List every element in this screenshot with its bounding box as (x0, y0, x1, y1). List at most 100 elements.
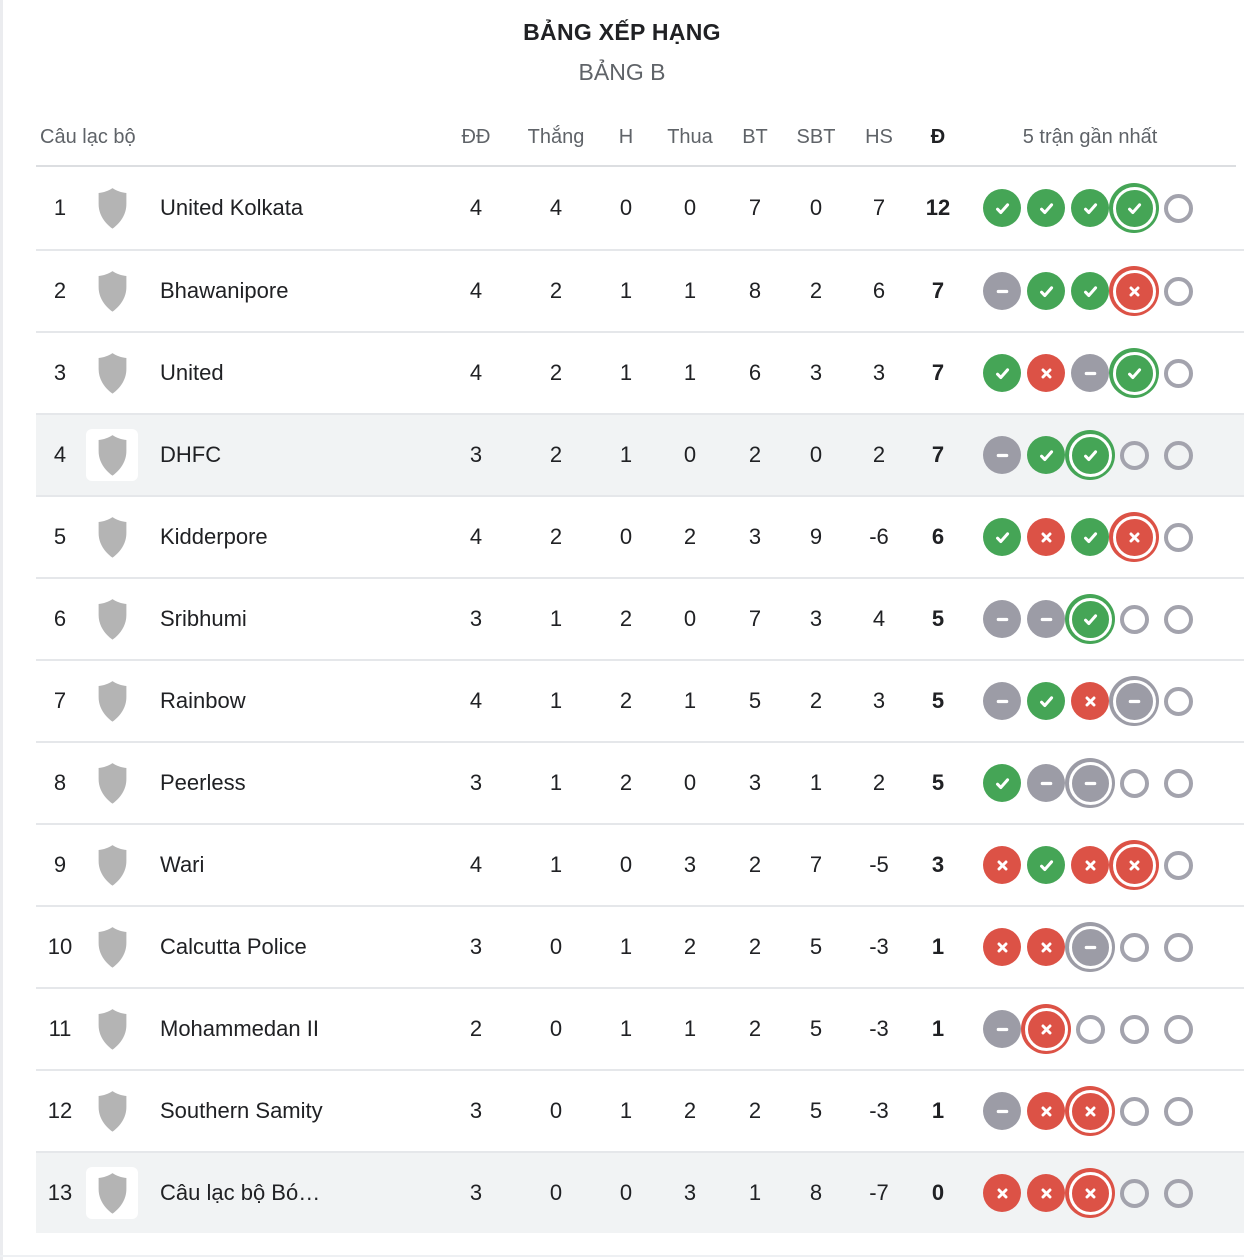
stat-lost: 2 (683, 524, 697, 549)
club-crest (86, 265, 138, 317)
draw-icon (1109, 676, 1159, 726)
table-row[interactable]: 2 Bhawanipore 4 2 1 1 8 2 6 7 (36, 249, 1244, 331)
empty-circle-icon (1163, 522, 1193, 552)
club-name[interactable]: Kidderpore (160, 524, 268, 549)
stat-goals-for: 2 (748, 442, 762, 467)
empty-circle-icon (1163, 768, 1193, 798)
stat-lost: 1 (683, 688, 697, 713)
loss-icon (1109, 840, 1159, 890)
stat-won: 1 (549, 770, 563, 795)
loss-icon (1109, 512, 1159, 562)
stat-points: 5 (931, 606, 945, 631)
loss-icon (1027, 1092, 1065, 1130)
shield-icon (98, 352, 126, 394)
draw-icon (983, 1010, 1021, 1048)
club-name[interactable]: Mohammedan II (160, 1016, 319, 1041)
stat-won: 0 (549, 1098, 563, 1123)
stat-lost: 2 (683, 934, 697, 959)
club-crest (86, 429, 138, 481)
table-header-row: Câu lạc bộ ĐĐ Thắng H Thua BT SBT HS Đ 5… (36, 86, 1236, 167)
stat-played: 3 (469, 1180, 483, 1205)
table-row[interactable]: 11 Mohammedan II 2 0 1 1 2 5 -3 1 (36, 987, 1244, 1069)
column-header-form: 5 trận gần nhất (1022, 126, 1158, 148)
stat-goal-diff: -5 (869, 852, 889, 877)
club-name[interactable]: Southern Samity (160, 1098, 323, 1123)
table-row[interactable]: 10 Calcutta Police 3 0 1 2 2 5 -3 1 (36, 905, 1244, 987)
empty-circle-icon (1119, 1096, 1149, 1126)
loss-icon (1065, 1086, 1115, 1136)
stat-points: 6 (931, 524, 945, 549)
club-name[interactable]: Peerless (160, 770, 246, 795)
table-row[interactable]: 4 DHFC 3 2 1 0 2 0 2 7 (36, 413, 1244, 495)
stat-played: 3 (469, 606, 483, 631)
club-name[interactable]: Bhawanipore (160, 278, 289, 303)
column-header-points: Đ (930, 126, 946, 148)
stat-played: 4 (469, 278, 483, 303)
form-icons (980, 512, 1200, 562)
shield-icon (98, 680, 126, 722)
group-subtitle: BẢNG B (578, 59, 666, 85)
shield-icon (98, 926, 126, 968)
rank: 13 (47, 1180, 73, 1205)
table-row[interactable]: 13 Câu lạc bộ Bó… 3 0 0 3 1 8 -7 0 (36, 1151, 1244, 1233)
club-crest (86, 757, 138, 809)
form-icons (980, 676, 1200, 726)
stat-goal-diff: 3 (872, 688, 886, 713)
shield-icon (98, 762, 126, 804)
stat-goal-diff: -3 (869, 1016, 889, 1041)
win-icon (1109, 348, 1159, 398)
empty-circle-icon (1119, 1178, 1149, 1208)
rank: 10 (47, 934, 73, 959)
stat-points: 5 (931, 688, 945, 713)
column-header-club: Câu lạc bộ (40, 126, 136, 148)
table-row[interactable]: 6 Sribhumi 3 1 2 0 7 3 4 5 (36, 577, 1244, 659)
club-name[interactable]: Calcutta Police (160, 934, 307, 959)
stat-points: 7 (931, 360, 945, 385)
win-icon (1027, 272, 1065, 310)
draw-icon (1027, 764, 1065, 802)
loss-icon (1027, 354, 1065, 392)
table-body: 1 United Kolkata 4 4 0 0 7 0 7 12 2 Bhawanipore 4 2 1 1… (36, 167, 1244, 1233)
stat-goal-diff: 6 (872, 278, 886, 303)
club-crest (86, 593, 138, 645)
club-name[interactable]: Wari (160, 852, 205, 877)
club-name[interactable]: United Kolkata (160, 195, 304, 220)
table-row[interactable]: 5 Kidderpore 4 2 0 2 3 9 -6 6 (36, 495, 1244, 577)
loss-icon (1021, 1004, 1071, 1054)
stat-goal-diff: 2 (872, 770, 886, 795)
shield-icon (98, 1008, 126, 1050)
shield-icon (98, 1090, 126, 1132)
table-row[interactable]: 8 Peerless 3 1 2 0 3 1 2 5 (36, 741, 1244, 823)
table-row[interactable]: 3 United 4 2 1 1 6 3 3 7 (36, 331, 1244, 413)
stat-goals-for: 2 (748, 1016, 762, 1041)
stat-goals-for: 2 (748, 934, 762, 959)
stat-won: 0 (549, 1016, 563, 1041)
stat-goals-for: 1 (748, 1180, 762, 1205)
stat-played: 4 (469, 852, 483, 877)
club-name[interactable]: DHFC (160, 442, 222, 467)
empty-circle-icon (1119, 768, 1149, 798)
column-header-drawn: H (618, 126, 634, 148)
draw-icon (1027, 600, 1065, 638)
stat-points: 5 (931, 770, 945, 795)
win-icon (1071, 189, 1109, 227)
stat-won: 0 (549, 1180, 563, 1205)
win-icon (983, 354, 1021, 392)
stat-points: 0 (931, 1180, 945, 1205)
stat-drawn: 1 (619, 278, 633, 303)
table-row[interactable]: 9 Wari 4 1 0 3 2 7 -5 3 (36, 823, 1244, 905)
table-row[interactable]: 7 Rainbow 4 1 2 1 5 2 3 5 (36, 659, 1244, 741)
club-name[interactable]: Sribhumi (160, 606, 247, 631)
table-row[interactable]: 1 United Kolkata 4 4 0 0 7 0 7 12 (36, 167, 1244, 249)
rank: 6 (53, 606, 67, 631)
stat-goals-for: 3 (748, 770, 762, 795)
club-name[interactable]: Rainbow (160, 688, 246, 713)
draw-icon (983, 1092, 1021, 1130)
form-icons (980, 1004, 1200, 1054)
club-name[interactable]: United (160, 360, 224, 385)
form-icons (980, 758, 1200, 808)
win-icon (1027, 436, 1065, 474)
club-name[interactable]: Câu lạc bộ Bó… (160, 1180, 321, 1205)
loss-icon (1027, 928, 1065, 966)
table-row[interactable]: 12 Southern Samity 3 0 1 2 2 5 -3 1 (36, 1069, 1244, 1151)
